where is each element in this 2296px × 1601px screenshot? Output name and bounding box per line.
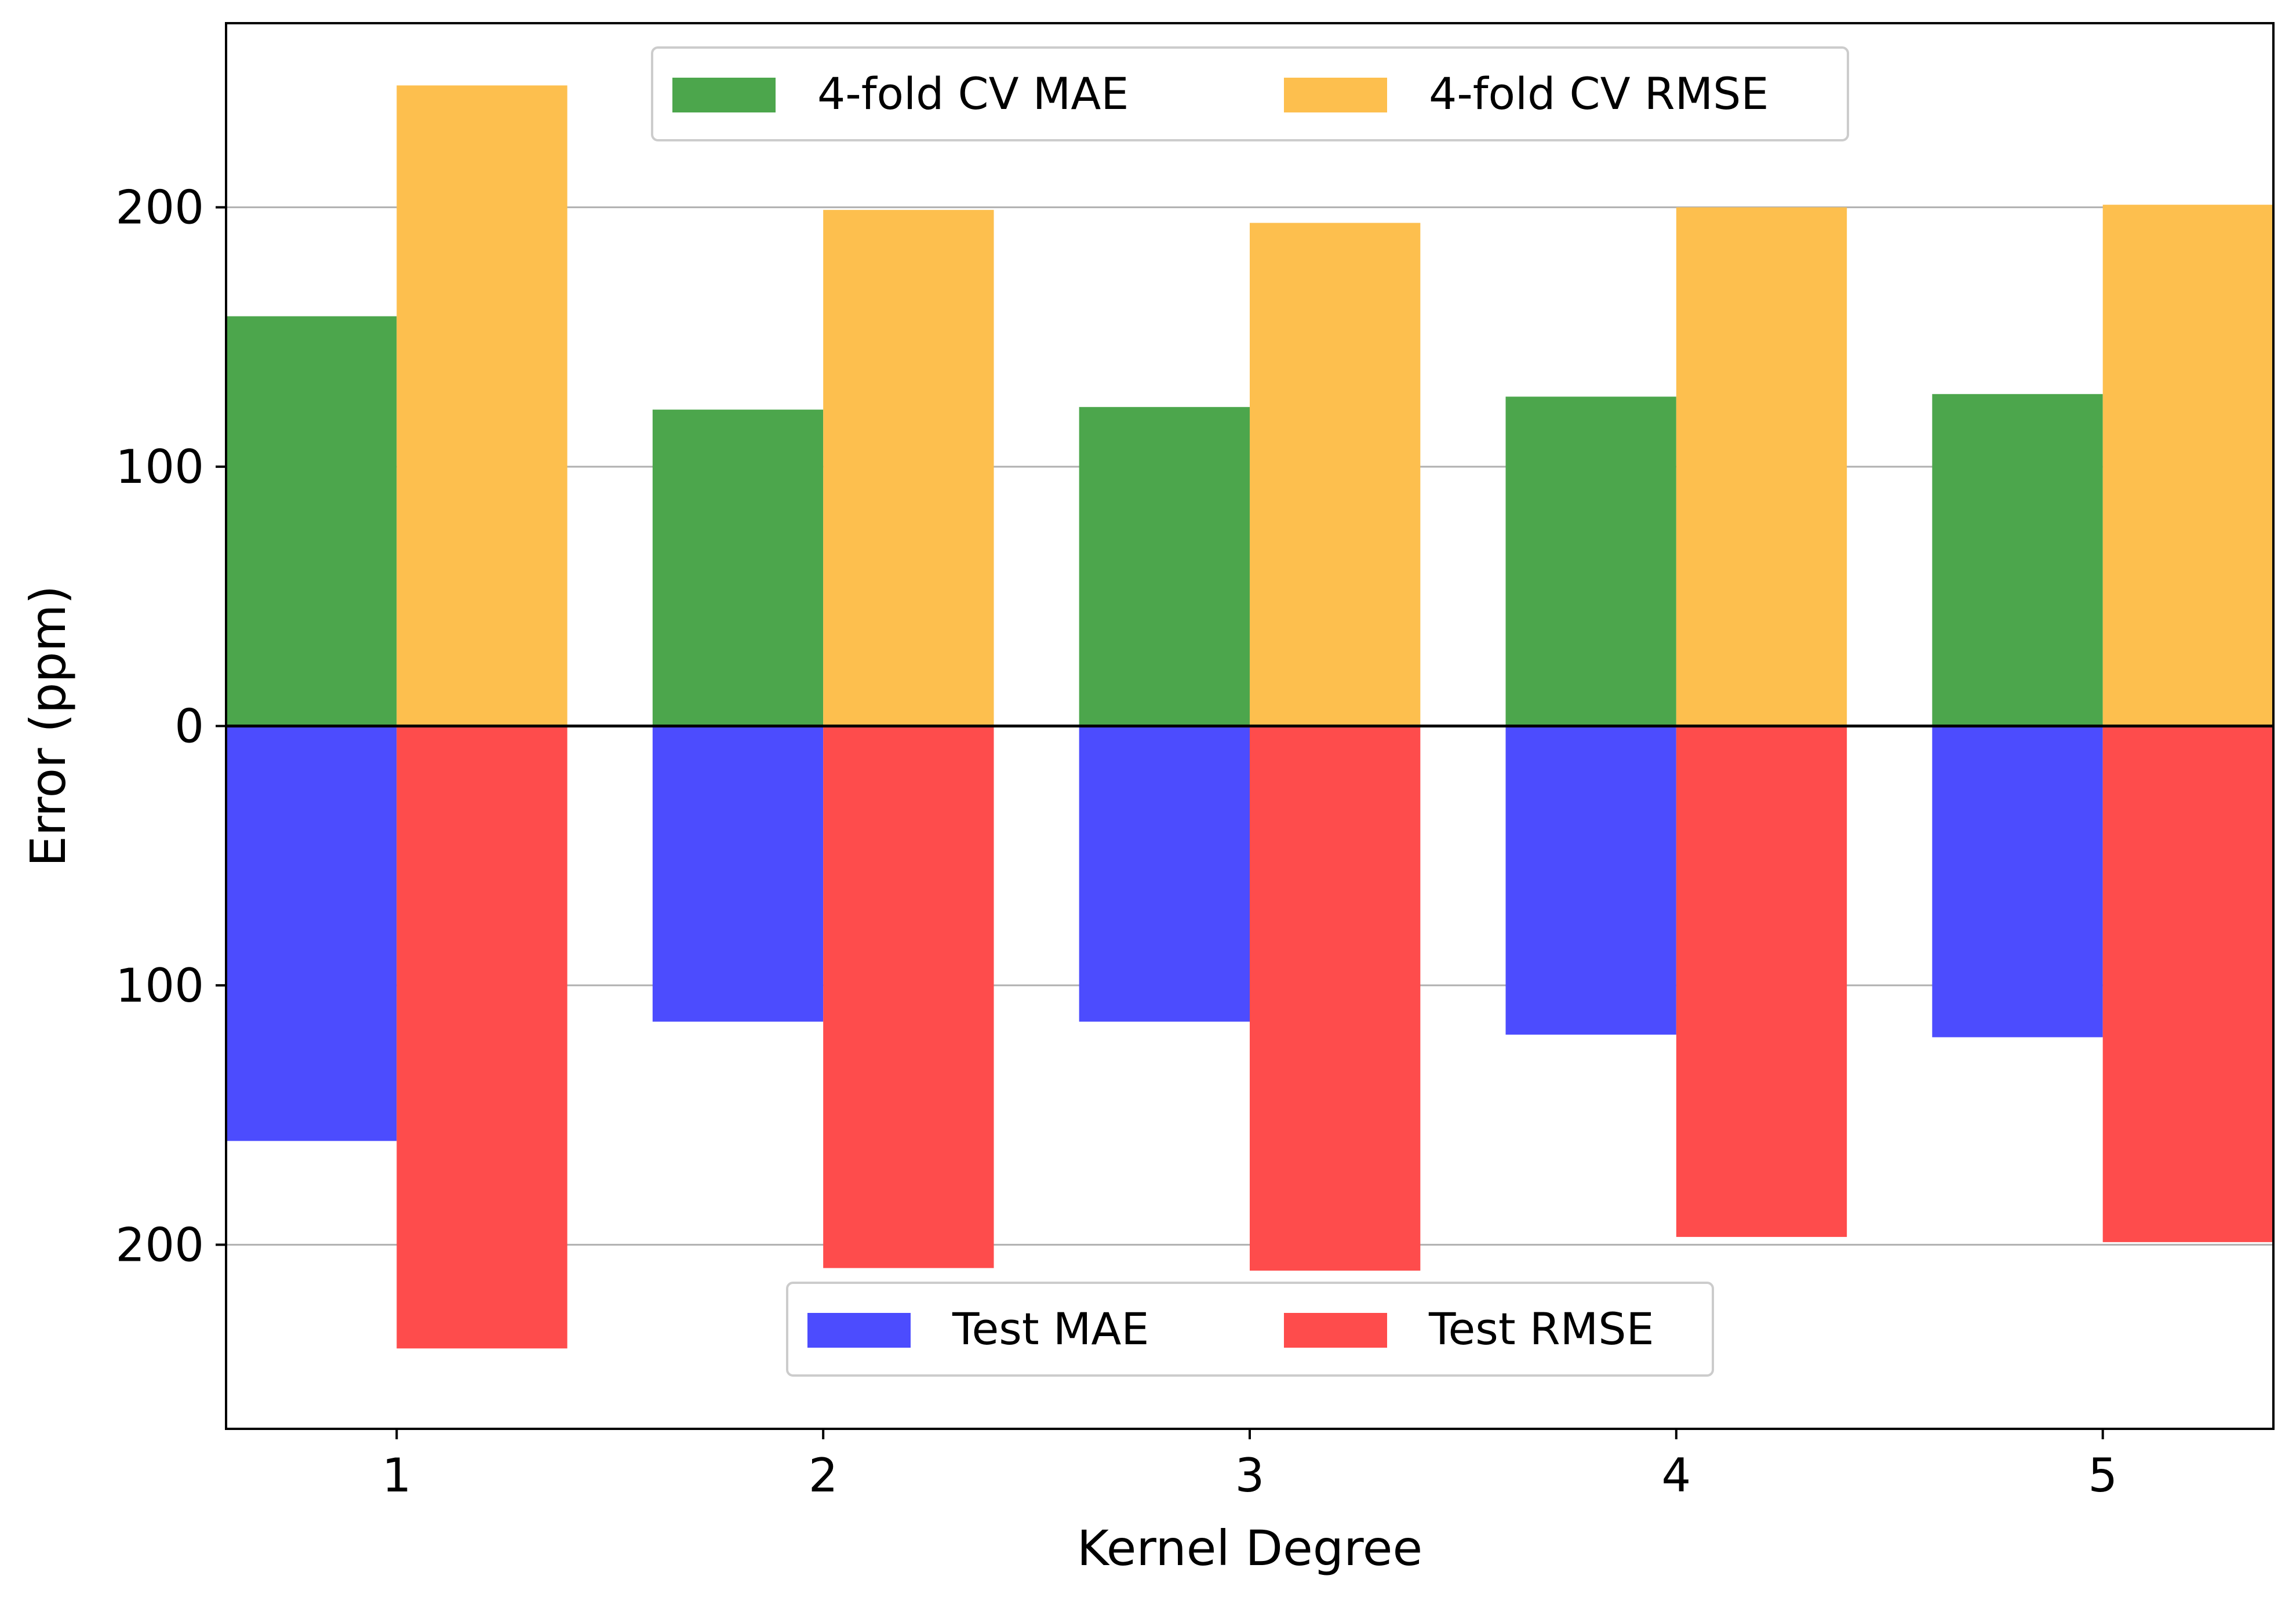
x-tick-label: 4 xyxy=(1661,1449,1691,1502)
bar-4-fold-cv-rmse-1 xyxy=(396,85,567,726)
bar-test-mae-5 xyxy=(1932,726,2103,1038)
legend-box xyxy=(651,46,1849,141)
bar-test-rmse-4 xyxy=(1676,726,1847,1237)
bar-4-fold-cv-mae-4 xyxy=(1505,396,1676,726)
x-axis-title: Kernel Degree xyxy=(1077,1520,1422,1577)
bar-4-fold-cv-mae-5 xyxy=(1932,394,2103,726)
x-tick-label: 5 xyxy=(2088,1449,2117,1502)
x-tick-label: 3 xyxy=(1235,1449,1265,1502)
bar-test-mae-4 xyxy=(1505,726,1676,1035)
legend-label: Test RMSE xyxy=(1428,1303,1654,1355)
bar-test-mae-1 xyxy=(226,726,397,1141)
legend-swatch xyxy=(1284,1313,1387,1348)
y-tick-label: 200 xyxy=(115,1218,204,1272)
bar-test-rmse-2 xyxy=(823,726,994,1268)
x-axis-ticks: 1 2 3 4 5 xyxy=(382,1429,2117,1502)
legend-box xyxy=(786,1282,1714,1377)
y-tick-label: 200 xyxy=(115,181,204,235)
y-tick-label: 100 xyxy=(115,440,204,494)
legend-swatch xyxy=(807,1313,911,1348)
bar-test-mae-2 xyxy=(652,726,824,1022)
legend-label: Test MAE xyxy=(952,1303,1149,1355)
bar-test-rmse-3 xyxy=(1250,726,1421,1271)
x-tick-label: 1 xyxy=(382,1449,412,1502)
bar-4-fold-cv-mae-3 xyxy=(1079,407,1250,726)
bar-test-rmse-1 xyxy=(396,726,567,1349)
legend-label: 4-fold CV MAE xyxy=(817,68,1129,119)
bar-4-fold-cv-mae-1 xyxy=(226,316,397,726)
legend-swatch xyxy=(1284,78,1387,112)
bars xyxy=(226,85,2273,1349)
bar-4-fold-cv-rmse-5 xyxy=(2102,205,2273,726)
legend-label: 4-fold CV RMSE xyxy=(1429,68,1769,119)
bar-4-fold-cv-mae-2 xyxy=(652,409,824,726)
y-axis-ticks: 200 100 0 100 200 xyxy=(115,181,226,1272)
bar-4-fold-cv-rmse-2 xyxy=(823,210,994,726)
bar-test-mae-3 xyxy=(1079,726,1250,1022)
legend-lower: Test MAE Test RMSE xyxy=(786,1282,1714,1377)
x-tick-label: 2 xyxy=(809,1449,838,1502)
y-tick-label: 0 xyxy=(174,700,204,754)
bar-4-fold-cv-rmse-3 xyxy=(1250,223,1421,726)
y-tick-label: 100 xyxy=(115,959,204,1013)
bar-4-fold-cv-rmse-4 xyxy=(1676,207,1847,726)
y-axis-title: Error (ppm) xyxy=(20,585,77,867)
bar-test-rmse-5 xyxy=(2102,726,2273,1242)
legend-upper: 4-fold CV MAE 4-fold CV RMSE xyxy=(651,46,1849,141)
legend-swatch xyxy=(672,78,776,112)
